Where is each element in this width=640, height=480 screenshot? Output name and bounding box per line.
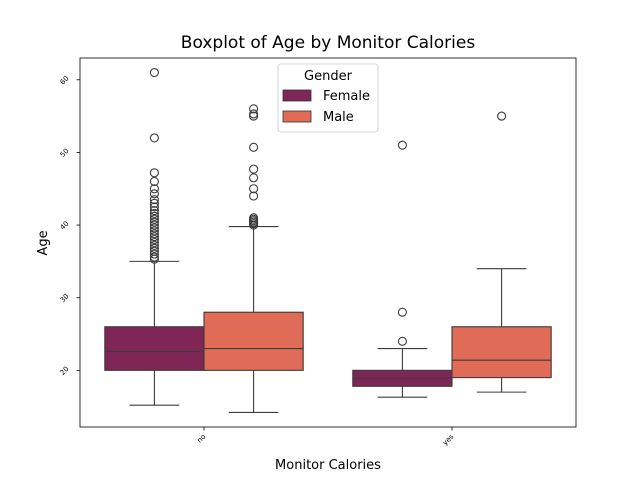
outlier-point <box>249 109 259 119</box>
legend-title: Gender <box>304 69 353 84</box>
outlier-point <box>149 202 159 212</box>
outlier-point <box>149 226 159 236</box>
outlier-point <box>249 142 259 152</box>
outlier-point <box>149 189 159 199</box>
outlier-point <box>249 191 259 201</box>
outlier-point <box>149 67 159 78</box>
y-tick-label: 40 <box>59 220 71 232</box>
outlier-point <box>149 252 159 262</box>
y-tick-label: 30 <box>59 292 71 304</box>
outlier-point <box>149 237 159 248</box>
outlier-point <box>149 240 159 250</box>
box-iqr <box>104 326 205 371</box>
outlier-point <box>249 184 259 194</box>
outlier-point <box>149 235 159 245</box>
outlier-point <box>149 205 159 216</box>
legend: Gender Female Male <box>277 63 379 133</box>
y-tick-label: 20 <box>59 365 71 377</box>
outlier-point <box>249 173 259 183</box>
legend-swatch-female <box>282 89 312 102</box>
box-iqr <box>203 311 304 371</box>
outlier-point <box>149 243 159 253</box>
outlier-point <box>149 168 159 178</box>
legend-label-male: Male <box>323 110 354 125</box>
outlier-point <box>249 111 259 121</box>
outlier-point <box>249 104 259 114</box>
outlier-point <box>397 336 407 346</box>
chart-title: Boxplot of Age by Monitor Calories <box>181 33 476 53</box>
box-female-yes <box>352 140 453 398</box>
outlier-point <box>149 249 159 259</box>
outlier-point <box>149 220 159 230</box>
outlier-point <box>397 140 407 150</box>
outlier-point <box>149 195 159 205</box>
legend-label-female: Female <box>323 89 370 104</box>
y-tick-label: 50 <box>59 147 71 159</box>
y-axis: 20 30 40 50 60 <box>59 74 80 377</box>
box-male-yes <box>451 111 552 393</box>
legend-swatch-male <box>282 110 312 123</box>
outlier-point <box>149 223 159 233</box>
outlier-point <box>149 184 159 194</box>
box-iqr <box>451 326 552 379</box>
boxes-layer <box>104 67 552 414</box>
outlier-point <box>149 229 159 239</box>
outlier-point <box>149 214 159 224</box>
x-tick-label-yes: yes <box>441 433 455 447</box>
y-axis-label: Age <box>36 230 51 255</box>
outlier-point <box>149 208 159 218</box>
outlier-point <box>249 213 259 223</box>
outlier-point <box>249 164 259 174</box>
box-male-no <box>203 104 304 414</box>
outlier-point <box>149 198 159 208</box>
outlier-point <box>149 217 159 227</box>
outlier-point <box>149 246 159 256</box>
outlier-point <box>149 176 159 187</box>
x-tick-label-no: no <box>196 433 208 445</box>
x-axis: no yes <box>196 427 456 447</box>
outlier-point <box>149 211 159 221</box>
x-axis-label: Monitor Calories <box>275 458 381 473</box>
outlier-point <box>149 232 159 242</box>
y-tick-label: 60 <box>59 74 71 86</box>
outlier-point <box>397 307 407 317</box>
box-female-no <box>104 67 205 406</box>
outlier-point <box>149 133 159 143</box>
outlier-point <box>497 111 507 121</box>
plot-frame <box>79 57 577 428</box>
